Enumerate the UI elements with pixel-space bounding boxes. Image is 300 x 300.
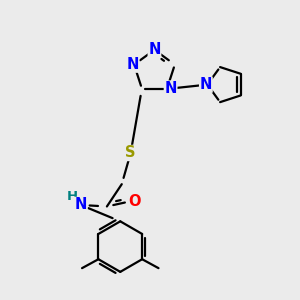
- Text: N: N: [200, 77, 212, 92]
- Text: O: O: [128, 194, 140, 208]
- Text: S: S: [125, 146, 136, 160]
- Text: H: H: [67, 190, 78, 203]
- Text: N: N: [148, 42, 160, 57]
- Text: N: N: [164, 81, 177, 96]
- Text: N: N: [75, 197, 87, 212]
- Text: N: N: [126, 57, 139, 72]
